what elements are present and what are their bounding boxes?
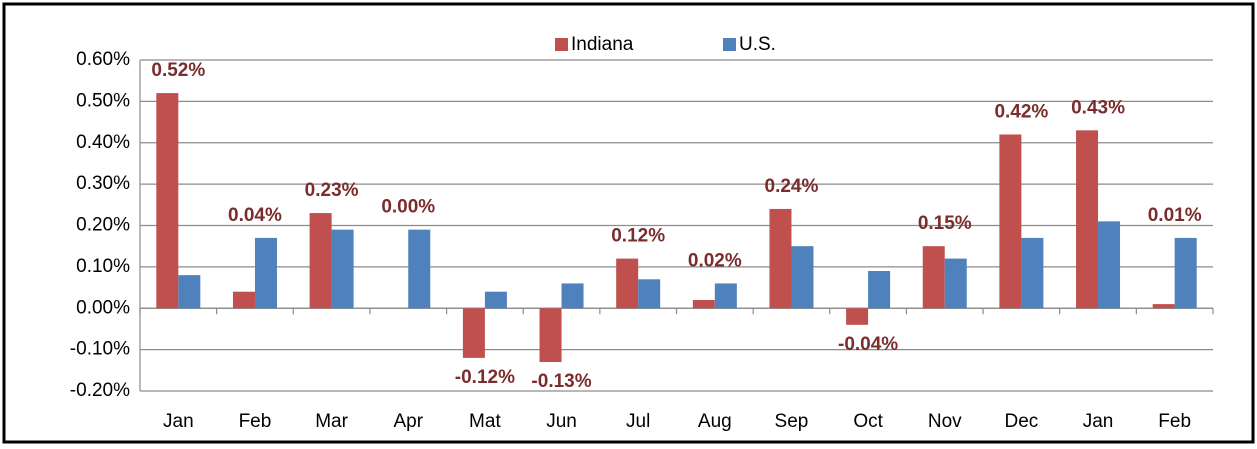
- value-label: 0.23%: [305, 180, 359, 201]
- x-tick-label: Jan: [163, 411, 194, 432]
- bar: [638, 279, 661, 309]
- bar: [1098, 221, 1121, 309]
- x-tick-label: Jun: [546, 411, 577, 432]
- value-label: -0.13%: [531, 371, 591, 392]
- legend-swatch: [723, 38, 736, 51]
- value-label: 0.04%: [228, 205, 282, 226]
- x-tick-label: Apr: [393, 411, 423, 432]
- value-label: 0.43%: [1071, 97, 1125, 118]
- value-label: -0.12%: [455, 367, 515, 388]
- x-tick-label: Sep: [775, 411, 809, 432]
- bar: [868, 271, 891, 309]
- value-label: 0.15%: [918, 213, 972, 234]
- y-tick-label: 0.00%: [76, 297, 130, 318]
- bar: [769, 208, 792, 309]
- bar: [922, 246, 945, 309]
- value-label: 0.00%: [381, 197, 435, 218]
- bar: [561, 283, 584, 309]
- value-label: 0.12%: [611, 226, 665, 247]
- x-tick-label: Feb: [239, 411, 272, 432]
- bar: [309, 213, 332, 309]
- bar: [616, 258, 639, 309]
- bar: [484, 291, 507, 309]
- bar: [714, 283, 737, 309]
- bar: [944, 258, 967, 309]
- value-label: 0.01%: [1148, 205, 1202, 226]
- bar: [846, 308, 869, 325]
- x-tick-label: Jul: [626, 411, 650, 432]
- value-label: 0.52%: [151, 60, 205, 81]
- y-tick-label: 0.30%: [76, 173, 130, 194]
- y-tick-label: 0.50%: [76, 90, 130, 111]
- bar: [1152, 304, 1175, 309]
- bar: [1021, 237, 1044, 309]
- x-tick-label: Nov: [928, 411, 962, 432]
- y-tick-label: -0.10%: [70, 339, 130, 360]
- value-label: 0.24%: [765, 176, 819, 197]
- bar: [1076, 130, 1099, 309]
- legend-label: U.S.: [739, 34, 776, 55]
- y-tick-label: -0.20%: [70, 380, 130, 401]
- legend-label: Indiana: [571, 34, 634, 55]
- bar: [331, 229, 354, 309]
- x-tick-label: Mat: [469, 411, 501, 432]
- bar: [156, 93, 179, 309]
- bar: [408, 229, 431, 309]
- y-tick-label: 0.20%: [76, 215, 130, 236]
- value-label: 0.02%: [688, 250, 742, 271]
- x-tick-label: Oct: [853, 411, 883, 432]
- y-tick-label: 0.40%: [76, 132, 130, 153]
- bar: [178, 275, 201, 309]
- bar: [692, 299, 715, 309]
- bar: [999, 134, 1022, 309]
- bar: [462, 308, 485, 358]
- y-tick-label: 0.60%: [76, 49, 130, 70]
- x-tick-label: Aug: [698, 411, 732, 432]
- x-tick-label: Jan: [1083, 411, 1114, 432]
- bar: [791, 246, 814, 309]
- value-label: -0.04%: [838, 334, 898, 355]
- legend-swatch: [555, 38, 568, 51]
- x-tick-label: Feb: [1158, 411, 1191, 432]
- value-label: 0.42%: [994, 101, 1048, 122]
- x-tick-label: Dec: [1004, 411, 1038, 432]
- y-tick-label: 0.10%: [76, 256, 130, 277]
- bar: [1174, 237, 1197, 309]
- bar: [254, 237, 277, 309]
- x-tick-label: Mar: [315, 411, 348, 432]
- bar: [539, 308, 562, 363]
- bar: [232, 291, 255, 309]
